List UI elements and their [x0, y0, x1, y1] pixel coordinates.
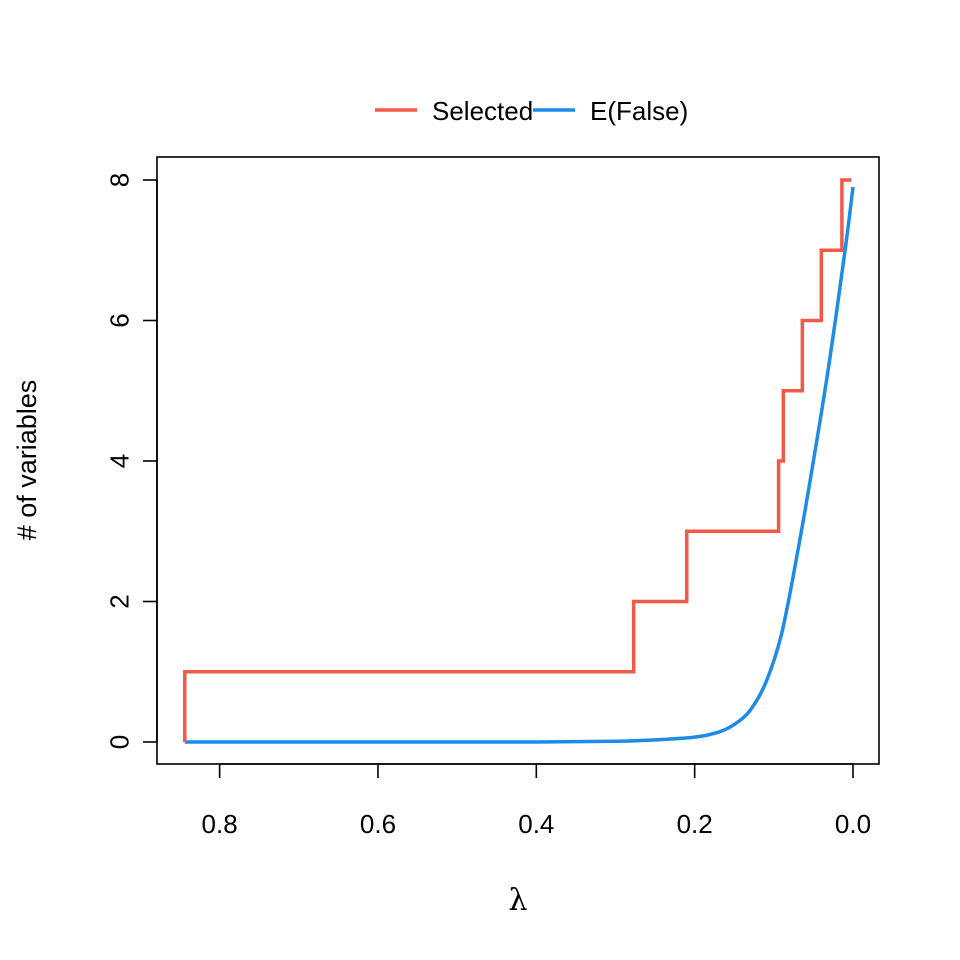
legend-label-selected: Selected — [432, 96, 533, 126]
legend-label-efalse: E(False) — [590, 96, 688, 126]
y-tick-label: 0 — [104, 735, 134, 749]
legend: Selected E(False) — [375, 96, 688, 126]
x-axis-title: λ — [508, 883, 527, 918]
y-tick-label: 6 — [104, 313, 134, 327]
series-line-selected — [183, 178, 852, 742]
y-tick-label: 2 — [104, 594, 134, 608]
series-layer — [183, 178, 855, 744]
y-axis-title: # of variables — [12, 380, 42, 541]
x-tick-label: 0.2 — [677, 809, 713, 839]
x-tick-label: 0.8 — [202, 809, 238, 839]
y-tick-label: 8 — [104, 173, 134, 187]
y-tick-label: 4 — [104, 454, 134, 468]
y-axis: 0 2 4 6 8 — [104, 173, 158, 749]
x-tick-label: 0.6 — [360, 809, 396, 839]
series-line-efalse — [184, 186, 855, 744]
x-tick-label: 0.0 — [835, 809, 871, 839]
x-axis: 0.8 0.6 0.4 0.2 0.0 — [202, 763, 871, 839]
x-tick-label: 0.4 — [518, 809, 554, 839]
